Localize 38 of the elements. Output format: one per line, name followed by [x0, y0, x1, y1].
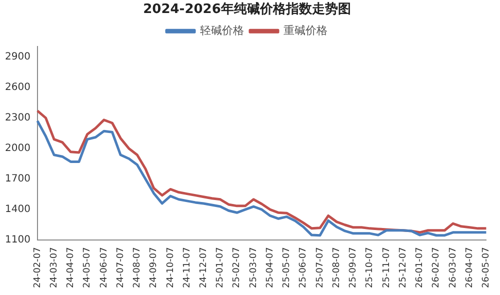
x-tick-label: 24-11-07: [182, 247, 192, 288]
x-tick-label: 24-02-07: [32, 247, 43, 288]
legend-label: 轻碱价格: [200, 24, 244, 37]
legend-label: 重碱价格: [284, 24, 328, 37]
x-tick-label: 25-02-07: [232, 247, 242, 288]
x-tick-label: 24-09-07: [149, 247, 160, 288]
y-tick-label: 2300: [4, 112, 30, 124]
y-tick-label: 1100: [4, 234, 30, 246]
x-tick-label: 25-09-07: [348, 247, 359, 288]
x-tick-label: 25-10-07: [365, 247, 376, 288]
x-tick-label: 24-05-07: [82, 247, 93, 288]
x-tick-label: 25-05-07: [282, 247, 292, 288]
x-tick-label: 24-07-07: [116, 247, 126, 288]
x-tick-label: 25-04-07: [265, 247, 276, 288]
x-tick-label: 24-10-07: [166, 247, 176, 288]
y-tick-label: 1400: [4, 204, 30, 216]
x-tick-label: 25-11-07: [382, 247, 392, 288]
x-tick-label: 24-06-07: [99, 247, 110, 288]
x-tick-label: 25-03-07: [248, 247, 259, 288]
x-tick-label: 25-06-07: [298, 247, 309, 288]
y-tick-label: 2600: [4, 82, 30, 93]
x-tick-label: 26-02-07: [432, 247, 442, 288]
x-tick-label: 25-12-07: [398, 247, 408, 288]
y-tick-label: 1700: [4, 174, 30, 185]
y-tick-label: 2900: [4, 51, 30, 62]
x-tick-label: 24-12-07: [198, 247, 209, 288]
chart-title: 2024-2026年纯碱价格指数走势图: [143, 1, 351, 18]
x-tick-label: 24-03-07: [49, 247, 60, 288]
x-tick-label: 24-08-07: [132, 247, 143, 288]
x-tick-label: 26-05-07: [482, 247, 492, 288]
x-tick-label: 25-01-07: [216, 247, 226, 288]
x-tick-label: 26-03-07: [448, 247, 458, 288]
x-tick-label: 25-07-07: [315, 247, 326, 288]
x-tick-label: 25-08-07: [332, 247, 342, 288]
y-tick-label: 2000: [4, 143, 30, 154]
x-tick-label: 26-04-07: [464, 247, 475, 288]
x-tick-label: 26-01-07: [415, 247, 426, 288]
x-tick-label: 24-04-07: [66, 247, 76, 288]
